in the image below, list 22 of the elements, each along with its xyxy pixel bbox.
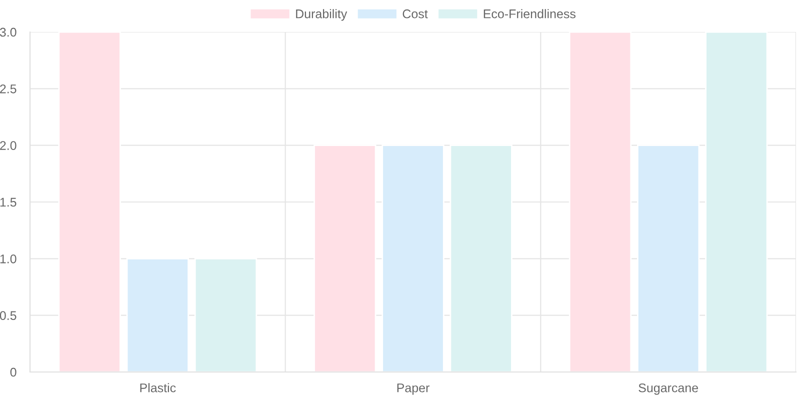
bar: [194, 258, 258, 372]
legend-label: Eco-Friendliness: [484, 9, 576, 18]
bar: [58, 32, 121, 372]
bar: [126, 258, 189, 372]
bar: [314, 144, 376, 372]
legend-label: Cost: [402, 9, 428, 18]
y-tick-label: 2.5: [0, 84, 16, 94]
bar: [382, 144, 444, 372]
y-tick-label: 1.5: [0, 198, 16, 207]
y-tick-label: 1.0: [0, 254, 16, 264]
y-tick-label: 2.0: [0, 141, 16, 150]
x-tick-label: Paper: [397, 384, 430, 395]
y-tick-label: 3.0: [0, 28, 16, 37]
x-tick-label: Plastic: [140, 383, 176, 392]
bar: [705, 32, 768, 372]
bar: [450, 144, 512, 372]
y-tick-label: 0: [10, 368, 16, 377]
y-tick-label: 0.5: [0, 311, 16, 320]
bar: [637, 144, 700, 372]
bar: [568, 32, 632, 372]
legend-label: Durability: [296, 9, 348, 21]
x-tick-label: Sugarcane: [638, 383, 698, 395]
